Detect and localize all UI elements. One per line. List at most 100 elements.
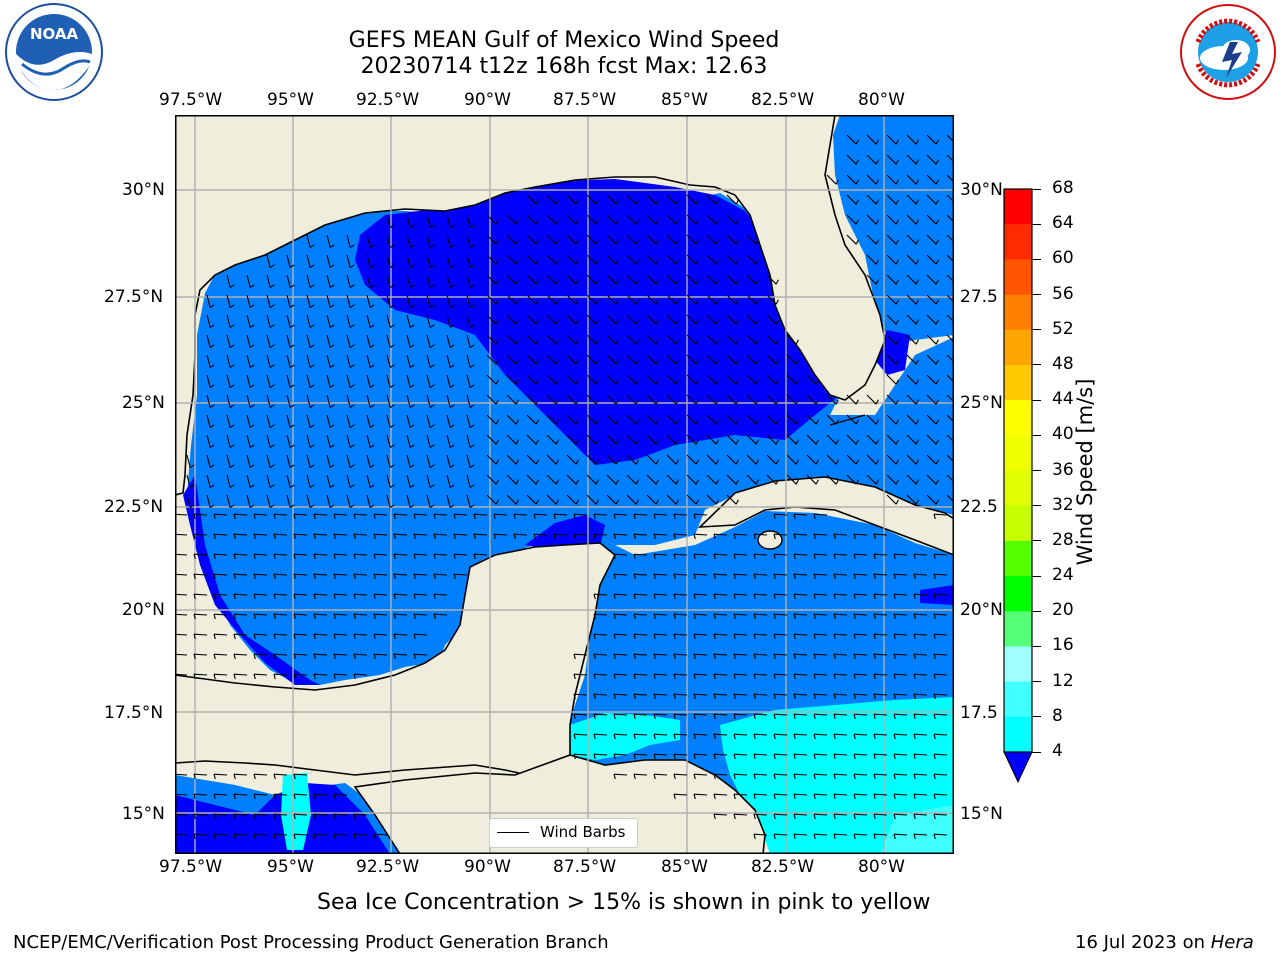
wind-barb	[766, 314, 777, 325]
wind-barb	[713, 673, 728, 676]
wind-barb	[426, 234, 431, 248]
wind-barb	[566, 454, 577, 465]
wind-barb	[886, 414, 897, 425]
wind-barb-flag	[673, 734, 676, 740]
wind-barb	[326, 294, 331, 308]
wind-barb	[866, 414, 877, 425]
colorbar-segment	[1004, 611, 1032, 647]
wind-barb-flag	[209, 464, 215, 469]
wind-barb-flag	[633, 614, 636, 620]
wind-barb-flag	[773, 794, 776, 800]
wind-barb-flag	[933, 834, 936, 840]
wind-barb	[366, 394, 371, 408]
wind-barb-flag	[369, 504, 375, 509]
wind-barb-flag	[515, 239, 519, 245]
wind-barb	[433, 533, 448, 536]
wind-barb	[713, 553, 728, 556]
wind-barb-flag	[673, 614, 676, 620]
wind-barb	[813, 833, 828, 836]
wind-barb-flag	[393, 554, 396, 560]
wind-barb	[906, 154, 917, 165]
wind-barb	[746, 234, 757, 245]
wind-barb	[793, 673, 808, 676]
wind-barb	[466, 414, 471, 428]
wind-barb	[193, 573, 208, 576]
wind-barb	[693, 673, 708, 676]
wind-barb-flag	[673, 634, 676, 640]
wind-barb-flag	[775, 339, 779, 345]
wind-barb	[246, 334, 251, 348]
wind-barb-flag	[773, 674, 776, 680]
wind-barb-flag	[535, 279, 539, 285]
wind-barb	[386, 254, 391, 268]
wind-barb	[546, 234, 557, 245]
wind-barb	[213, 513, 228, 516]
wind-barb	[646, 414, 657, 425]
wind-barb-flag	[349, 304, 355, 309]
wind-barb-flag	[755, 299, 759, 305]
wind-barb	[806, 454, 817, 465]
wind-barb-flag	[693, 754, 696, 760]
wind-barb	[693, 573, 708, 576]
wind-barb	[366, 254, 371, 268]
wind-barb	[406, 434, 411, 448]
wind-barb	[726, 234, 737, 245]
wind-barb	[646, 274, 657, 285]
wind-barb	[306, 254, 311, 268]
wind-barb-flag	[213, 814, 216, 820]
wind-barb	[233, 773, 248, 776]
wind-barb	[906, 374, 917, 385]
wind-barb	[806, 474, 817, 485]
wind-barb	[633, 513, 648, 516]
wind-barb	[246, 434, 251, 448]
lon-label-top: 90°W	[464, 90, 511, 110]
wind-barb	[853, 633, 868, 636]
wind-barb	[793, 613, 808, 616]
wind-barb-flag	[855, 399, 859, 405]
wind-barb-flag	[273, 774, 276, 780]
wind-barb	[426, 254, 431, 268]
wind-barb	[273, 613, 288, 616]
wind-barb	[466, 234, 471, 248]
wind-barb	[566, 374, 577, 385]
wind-barb	[893, 773, 908, 776]
wind-barb	[333, 793, 348, 796]
wind-barb	[846, 434, 857, 445]
wind-barb	[773, 573, 788, 576]
wind-barb	[393, 613, 408, 616]
wind-barb	[813, 593, 828, 596]
wind-barb-flag	[715, 479, 719, 485]
wind-barb	[946, 254, 954, 263]
wind-barb	[633, 533, 648, 536]
wind-barb-flag	[773, 834, 776, 840]
wind-barb	[273, 653, 288, 656]
wind-barb-flag	[429, 304, 435, 309]
wind-barb	[313, 653, 328, 656]
wind-barb-flag	[695, 239, 699, 245]
wind-barb	[413, 653, 428, 656]
wind-barb-flag	[389, 344, 395, 349]
wind-barb	[506, 394, 517, 405]
wind-barb-flag	[309, 324, 315, 329]
wind-barb-flag	[595, 259, 599, 265]
wind-barb-flag	[249, 344, 255, 349]
wind-barb-flag	[293, 514, 296, 520]
wind-barb-flag	[595, 459, 599, 465]
wind-barb-flag	[253, 794, 256, 800]
wind-barb	[566, 494, 577, 505]
wind-barb	[366, 274, 371, 288]
wind-barb-flag	[575, 459, 579, 465]
wind-barb-flag	[795, 479, 799, 485]
footer-credit: NCEP/EMC/Verification Post Processing Pr…	[13, 932, 609, 953]
wind-barb	[213, 593, 228, 596]
wind-barb	[733, 793, 748, 796]
wind-barb	[873, 793, 888, 796]
wind-barb	[246, 454, 251, 468]
wind-barb-flag	[795, 339, 799, 345]
wind-barb-flag	[409, 284, 415, 289]
wind-barb-flag	[413, 634, 416, 640]
wind-barb	[706, 214, 717, 225]
wind-barb-flag	[453, 514, 456, 520]
wind-barb-flag	[575, 219, 579, 225]
wind-barb-flag	[353, 834, 356, 840]
